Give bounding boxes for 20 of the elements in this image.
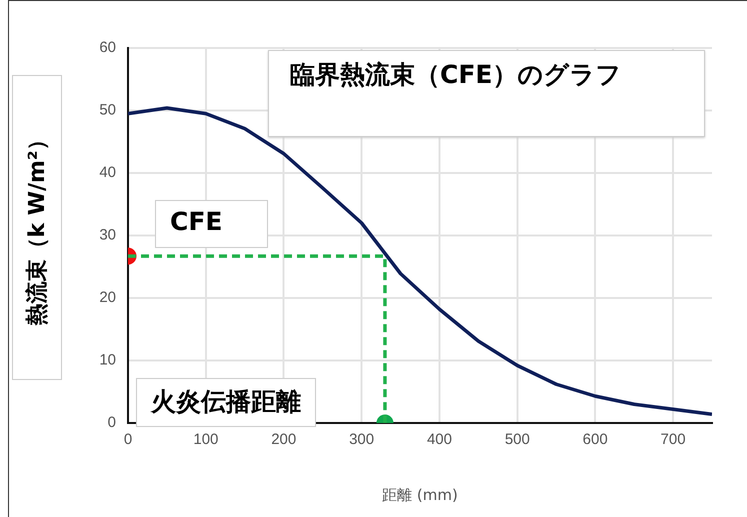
y-axis-title: 熱流束（k W/m²） xyxy=(24,128,51,326)
x-axis-title: 距離 (mm) xyxy=(381,486,459,505)
x-tick-label: 400 xyxy=(426,431,452,448)
annotation: 火炎伝播距離 xyxy=(136,378,316,427)
x-tick-label: 700 xyxy=(660,431,686,448)
y-tick-label: 60 xyxy=(99,39,116,56)
x-tick-label: 300 xyxy=(349,431,374,448)
x-tick-label: 100 xyxy=(193,431,218,448)
y-tick-label: 10 xyxy=(99,352,116,369)
y-tick-label: 30 xyxy=(99,226,116,244)
y-tick-label: 50 xyxy=(99,102,116,119)
annotation: CFE xyxy=(155,200,268,248)
x-tick-label: 600 xyxy=(582,431,608,448)
y-tick-label: 40 xyxy=(99,164,116,182)
x-tick-label: 500 xyxy=(504,431,530,448)
y-tick-label: 0 xyxy=(108,414,116,432)
x-tick-label: 0 xyxy=(124,431,132,448)
x-tick-label: 200 xyxy=(271,431,296,448)
text: 臨界熱流束（CFE）のグラフ xyxy=(289,59,622,91)
y-tick-label: 20 xyxy=(99,289,116,306)
